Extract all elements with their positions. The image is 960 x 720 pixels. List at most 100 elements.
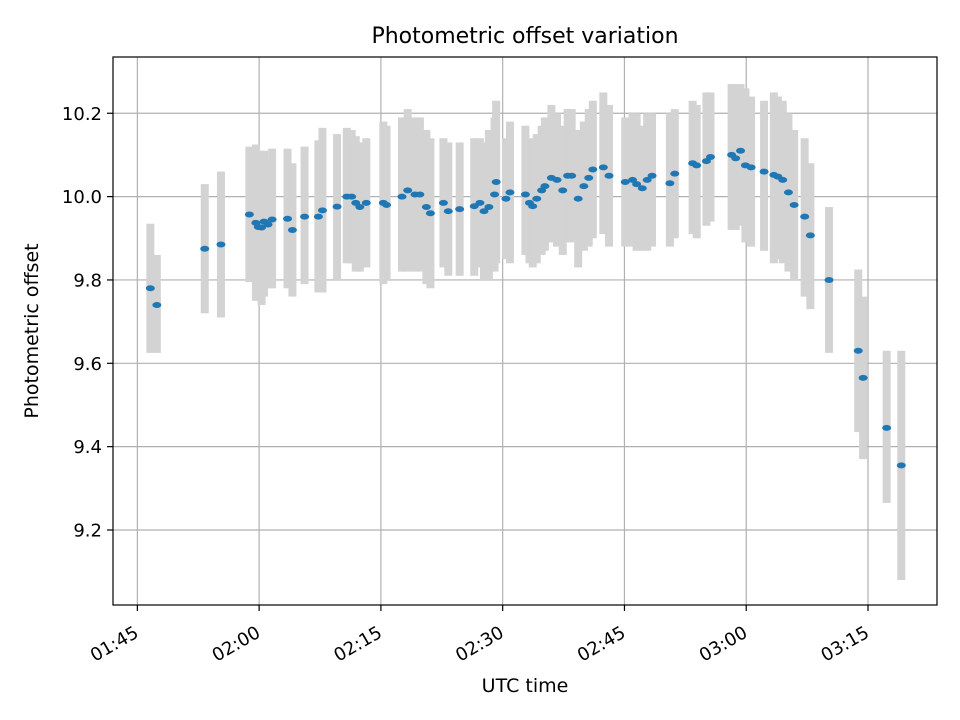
y-axis-label: Photometric offset <box>21 243 43 418</box>
data-point <box>455 206 465 213</box>
data-point <box>382 201 392 208</box>
data-point <box>706 154 716 161</box>
x-tick-label: 02:45 <box>574 622 629 666</box>
y-tick-label: 10.0 <box>62 187 102 208</box>
data-point <box>216 241 226 248</box>
error-bar <box>760 100 769 251</box>
data-point <box>858 374 868 381</box>
error-bar <box>736 84 745 226</box>
data-point <box>200 245 210 252</box>
data-point <box>746 164 756 171</box>
data-point <box>528 203 538 210</box>
data-point <box>824 276 834 283</box>
data-point <box>567 172 577 179</box>
data-point <box>573 195 583 202</box>
data-point <box>505 189 515 196</box>
x-tick-label: 03:15 <box>817 622 872 666</box>
data-point <box>759 168 769 175</box>
data-point <box>736 147 746 154</box>
data-point <box>692 162 702 169</box>
error-bar <box>688 100 697 235</box>
data-point <box>632 181 642 188</box>
data-point <box>267 216 277 223</box>
data-point <box>789 201 799 208</box>
data-point <box>778 176 788 183</box>
data-point <box>244 211 254 218</box>
y-tick-label: 9.4 <box>73 437 102 458</box>
data-point <box>598 164 608 171</box>
data-point <box>397 193 407 200</box>
data-point <box>882 424 892 431</box>
data-point <box>415 191 425 198</box>
data-point <box>145 285 155 292</box>
x-tick-label: 02:00 <box>209 622 264 666</box>
data-point <box>800 213 810 220</box>
data-point <box>490 191 500 198</box>
data-point <box>313 213 323 220</box>
error-bar <box>521 125 530 255</box>
data-point <box>558 187 568 194</box>
data-point <box>501 195 511 202</box>
y-tick-label: 9.6 <box>73 354 102 375</box>
data-point <box>443 208 453 215</box>
data-point <box>896 462 906 469</box>
data-point <box>647 172 657 179</box>
error-bar <box>599 92 608 235</box>
data-point <box>403 187 413 194</box>
data-point <box>620 179 630 186</box>
y-tick-label: 9.8 <box>73 270 102 291</box>
data-point <box>287 226 297 233</box>
x-tick-label: 01:45 <box>87 622 142 666</box>
data-point <box>300 213 310 220</box>
error-bar <box>648 113 657 247</box>
data-points <box>145 147 906 469</box>
x-tick-label: 03:00 <box>696 622 751 666</box>
data-point <box>604 172 614 179</box>
plot-frame <box>112 56 938 606</box>
data-point <box>475 199 485 206</box>
data-point <box>642 176 652 183</box>
error-bar <box>692 104 701 239</box>
data-point <box>257 224 267 231</box>
data-point <box>332 203 342 210</box>
data-point <box>584 174 594 181</box>
error-bar <box>547 104 556 243</box>
data-point <box>438 199 448 206</box>
data-point <box>317 207 327 214</box>
data-point <box>484 204 494 211</box>
data-point <box>805 232 815 239</box>
data-point <box>347 193 357 200</box>
x-tick-label: 02:30 <box>452 622 507 666</box>
data-point <box>670 170 680 177</box>
y-tick-label: 9.2 <box>73 520 102 541</box>
data-point <box>783 189 793 196</box>
data-point <box>520 191 530 198</box>
data-point <box>361 199 371 206</box>
error-bars <box>146 84 906 580</box>
x-axis-label: UTC time <box>482 675 569 697</box>
data-point <box>637 185 647 192</box>
data-point <box>479 208 489 215</box>
y-tick-label: 10.2 <box>62 104 102 125</box>
data-point <box>355 204 365 211</box>
error-bar <box>747 96 756 247</box>
data-point <box>579 183 589 190</box>
data-point <box>540 183 550 190</box>
data-point <box>853 347 863 354</box>
error-bar <box>665 113 674 247</box>
data-point <box>588 166 598 173</box>
data-point <box>665 180 675 187</box>
data-point <box>152 301 162 308</box>
data-point <box>263 221 273 228</box>
data-point <box>731 155 741 162</box>
x-axis: 01:45 02:00 02:15 02:30 02:45 03:00 03:15 <box>87 605 873 666</box>
chart-title: Photometric offset variation <box>371 24 678 49</box>
data-point <box>425 210 435 217</box>
y-axis: 9.2 9.4 9.6 9.8 10.0 10.2 <box>62 104 113 541</box>
data-point <box>421 204 431 211</box>
data-point <box>552 176 562 183</box>
data-point <box>283 215 293 222</box>
data-point <box>491 179 501 186</box>
x-tick-label: 02:15 <box>330 622 385 666</box>
